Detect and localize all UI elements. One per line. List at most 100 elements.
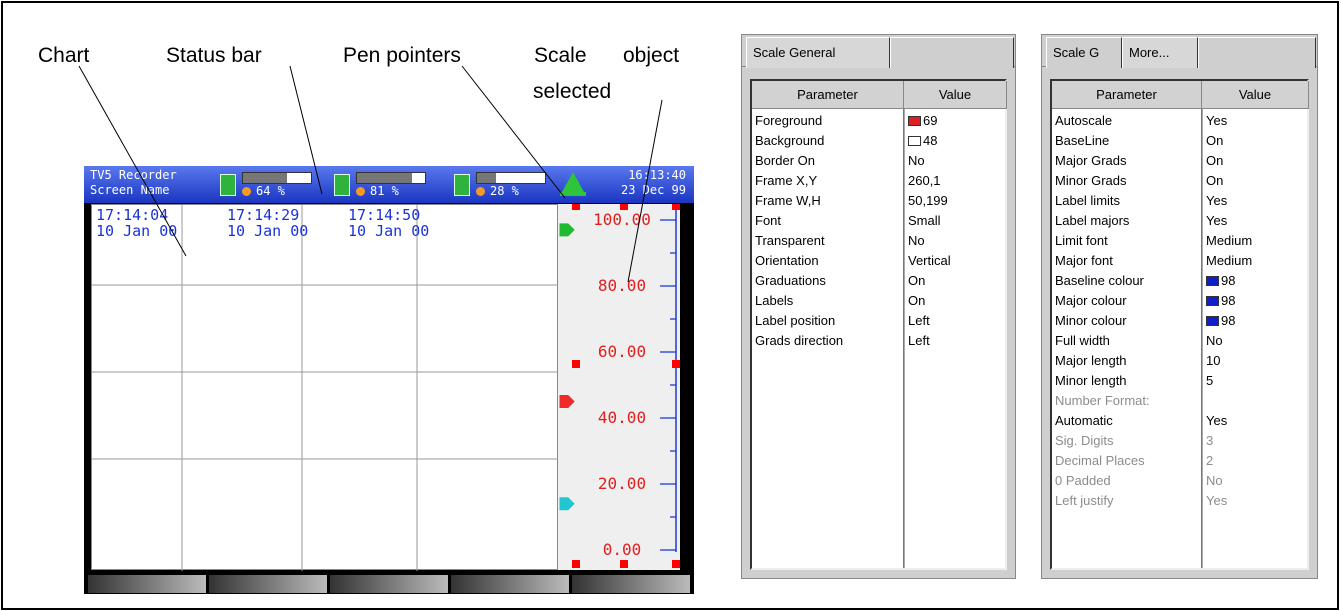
param-value[interactable]: Medium [1206, 231, 1252, 251]
param-name[interactable]: Minor colour [1055, 313, 1127, 328]
param-name[interactable]: Decimal Places [1055, 453, 1145, 468]
param-name[interactable]: Full width [1055, 333, 1110, 348]
param-name[interactable]: Orientation [755, 253, 819, 268]
param-value[interactable]: On [1206, 131, 1223, 151]
screen-name: Screen Name [90, 183, 170, 197]
param-value-text: Medium [1206, 233, 1253, 248]
softkey-5[interactable] [572, 575, 690, 593]
param-value[interactable]: 98 [1206, 311, 1235, 331]
param-name[interactable]: Number Format: [1055, 393, 1150, 408]
param-value-text: Yes [1206, 213, 1228, 228]
param-value[interactable]: Vertical [908, 251, 951, 271]
param-name[interactable]: Background [755, 133, 825, 148]
param-value-text: No [908, 153, 925, 168]
trend-chart[interactable]: 17:14:04 10 Jan 00 17:14:29 10 Jan 00 17… [91, 204, 559, 571]
param-name[interactable]: Major length [1055, 353, 1127, 368]
recorder-name: TV5 Recorder [90, 168, 177, 182]
param-name[interactable]: 0 Padded [1055, 473, 1111, 488]
param-name[interactable]: Sig. Digits [1055, 433, 1114, 448]
pen-pointer-cyan [559, 497, 575, 511]
param-value-text: Medium [1206, 253, 1253, 268]
param-value[interactable]: Left [908, 311, 930, 331]
param-value[interactable]: 69 [908, 111, 937, 131]
param-name[interactable]: BaseLine [1055, 133, 1110, 148]
column-header-parameter[interactable]: Parameter [1052, 81, 1202, 109]
param-value[interactable]: No [908, 231, 925, 251]
param-name[interactable]: Automatic [1055, 413, 1113, 428]
param-value[interactable]: 5 [1206, 371, 1213, 391]
param-name[interactable]: Baseline colour [1055, 273, 1144, 288]
param-name[interactable]: Minor Grads [1055, 173, 1127, 188]
param-name[interactable]: Minor length [1055, 373, 1127, 388]
param-value[interactable]: No [1206, 331, 1223, 351]
softkey-2[interactable] [209, 575, 327, 593]
param-value-text: 10 [1206, 353, 1221, 368]
memory-meter-1: 64 % [220, 172, 335, 200]
param-value[interactable]: Yes [1206, 191, 1227, 211]
pen-pointer-green [559, 223, 575, 237]
param-value[interactable]: Small [908, 211, 941, 231]
param-value-text: On [908, 273, 926, 288]
param-value-text: No [1206, 473, 1223, 488]
param-value[interactable]: Yes [1206, 211, 1227, 231]
param-value[interactable]: 48 [908, 131, 937, 151]
memory-meter-2: 81 % [334, 172, 449, 200]
param-value[interactable]: Yes [1206, 111, 1227, 131]
tab-scale-general[interactable]: Scale G [1046, 37, 1122, 68]
column-header-value[interactable]: Value [1202, 81, 1309, 109]
param-name[interactable]: Label position [755, 313, 836, 328]
timestamp-date: 10 Jan 00 [348, 222, 430, 240]
tab-more[interactable]: More... [1122, 37, 1198, 68]
scale-object[interactable]: 100.00 80.00 60.00 40.00 20.00 0.00 [558, 204, 680, 570]
softkey-1[interactable] [88, 575, 206, 593]
param-name[interactable]: Foreground [755, 113, 823, 128]
column-header-value[interactable]: Value [904, 81, 1007, 109]
param-name[interactable]: Frame W,H [755, 193, 821, 208]
param-value[interactable]: Left [908, 331, 930, 351]
param-value[interactable]: On [908, 291, 925, 311]
param-value[interactable]: 2 [1206, 451, 1213, 471]
param-name[interactable]: Left justify [1055, 493, 1114, 508]
tab-empty[interactable] [1198, 37, 1316, 68]
param-value[interactable]: On [1206, 171, 1223, 191]
param-value[interactable]: Yes [1206, 411, 1227, 431]
column-header-parameter[interactable]: Parameter [752, 81, 904, 109]
param-name[interactable]: Labels [755, 293, 794, 308]
param-name[interactable]: Frame X,Y [755, 173, 818, 188]
param-name[interactable]: Autoscale [1055, 113, 1113, 128]
param-name[interactable]: Grads direction [755, 333, 844, 348]
param-value[interactable]: Yes [1206, 491, 1227, 511]
param-name[interactable]: Graduations [755, 273, 826, 288]
param-value[interactable]: No [1206, 471, 1223, 491]
scale-graphic: 100.00 80.00 60.00 40.00 20.00 0.00 [559, 204, 680, 568]
param-name[interactable]: Label limits [1055, 193, 1121, 208]
param-value[interactable]: 3 [1206, 431, 1213, 451]
param-value[interactable]: 98 [1206, 271, 1235, 291]
param-name[interactable]: Major Grads [1055, 153, 1127, 168]
selection-handle [620, 560, 628, 568]
softkey-3[interactable] [330, 575, 448, 593]
param-name[interactable]: Border On [755, 153, 815, 168]
param-value[interactable]: 10 [1206, 351, 1220, 371]
param-value-text: No [1206, 333, 1223, 348]
colour-swatch [1206, 316, 1219, 326]
param-value[interactable]: On [908, 271, 925, 291]
timestamp-time: 17:14:29 [227, 206, 300, 224]
tab-scale-general[interactable]: Scale General [746, 37, 890, 68]
param-value[interactable]: 50,199 [908, 191, 948, 211]
softkey-4[interactable] [451, 575, 569, 593]
param-name[interactable]: Major colour [1055, 293, 1127, 308]
param-value[interactable]: No [908, 151, 925, 171]
param-name[interactable]: Font [755, 213, 782, 228]
tab-empty[interactable] [890, 37, 1014, 68]
meter-dot-icon [242, 187, 251, 196]
param-value[interactable]: Medium [1206, 251, 1252, 271]
param-name[interactable]: Major font [1055, 253, 1113, 268]
param-name[interactable]: Label majors [1055, 213, 1130, 228]
param-value[interactable]: 260,1 [908, 171, 941, 191]
param-value[interactable]: On [1206, 151, 1223, 171]
param-value[interactable]: 98 [1206, 291, 1235, 311]
param-name[interactable]: Transparent [755, 233, 825, 248]
param-name[interactable]: Limit font [1055, 233, 1108, 248]
